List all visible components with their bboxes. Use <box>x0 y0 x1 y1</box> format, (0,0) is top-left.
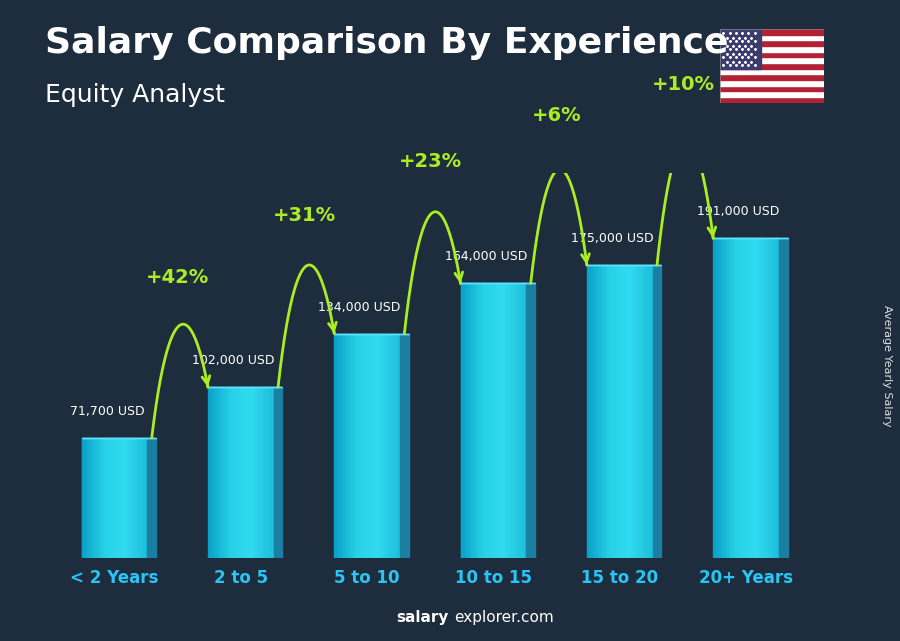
Text: Average Yearly Salary: Average Yearly Salary <box>881 304 892 426</box>
Bar <box>526 283 536 558</box>
Text: 175,000 USD: 175,000 USD <box>571 232 653 245</box>
Bar <box>720 29 761 69</box>
Bar <box>720 51 824 57</box>
Bar <box>720 97 824 103</box>
Bar <box>720 57 824 63</box>
Bar <box>720 46 824 51</box>
Text: +6%: +6% <box>532 106 581 125</box>
Bar <box>778 238 788 558</box>
Bar <box>400 333 409 558</box>
Bar <box>720 69 824 74</box>
Bar <box>148 438 157 558</box>
Text: salary: salary <box>396 610 448 625</box>
Bar <box>720 74 824 80</box>
Bar <box>274 387 283 558</box>
Text: +10%: +10% <box>652 75 715 94</box>
Text: 71,700 USD: 71,700 USD <box>69 404 144 418</box>
Text: 164,000 USD: 164,000 USD <box>445 251 527 263</box>
Text: explorer.com: explorer.com <box>454 610 554 625</box>
Text: Salary Comparison By Experience: Salary Comparison By Experience <box>45 26 728 60</box>
Text: +31%: +31% <box>273 206 336 225</box>
Bar <box>720 35 824 40</box>
Text: +23%: +23% <box>399 152 462 171</box>
Text: Equity Analyst: Equity Analyst <box>45 83 225 107</box>
Text: 134,000 USD: 134,000 USD <box>319 301 400 313</box>
Bar <box>720 80 824 85</box>
Bar <box>720 63 824 69</box>
Text: +42%: +42% <box>146 267 210 287</box>
Text: 191,000 USD: 191,000 USD <box>698 205 779 218</box>
Bar <box>720 29 824 35</box>
Bar <box>720 40 824 46</box>
Text: 102,000 USD: 102,000 USD <box>192 354 274 367</box>
Bar <box>652 265 662 558</box>
Bar <box>720 85 824 91</box>
Bar <box>720 91 824 97</box>
